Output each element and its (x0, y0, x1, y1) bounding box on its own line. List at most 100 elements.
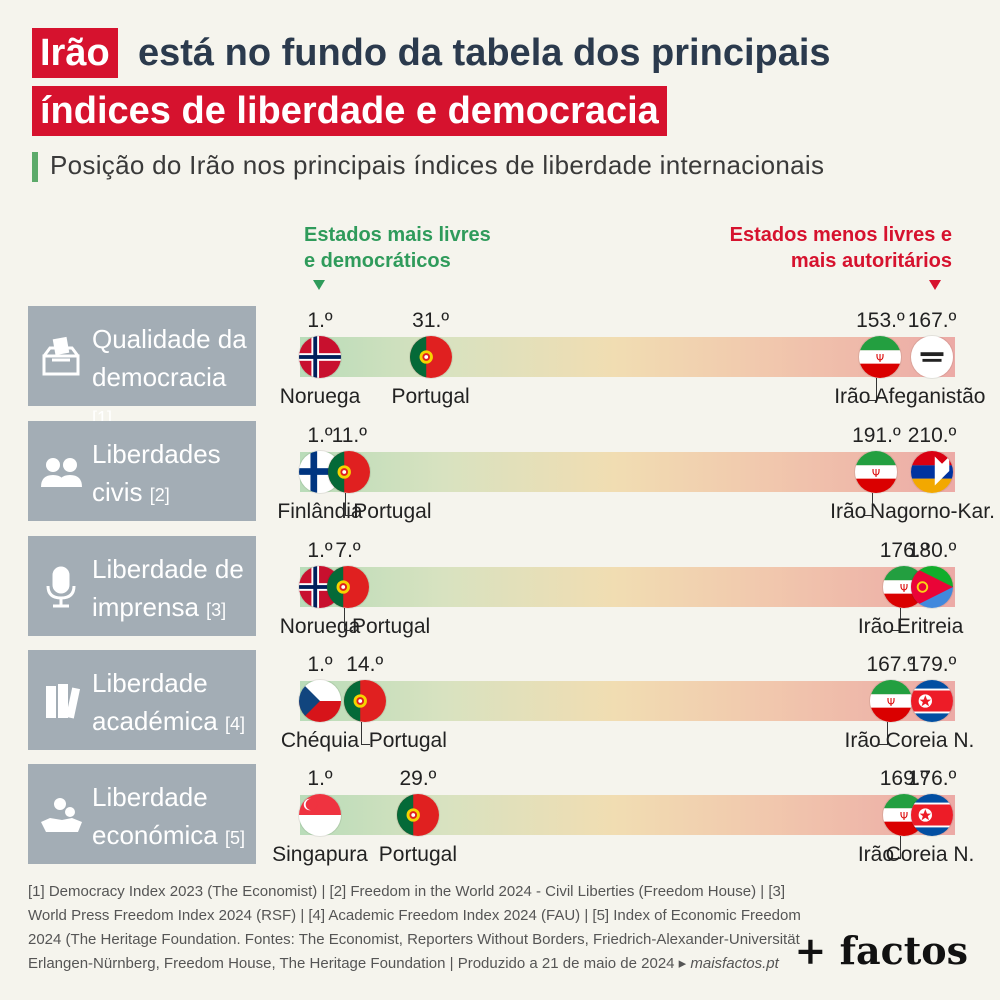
leader-line (868, 378, 878, 401)
legend-free-line2: e democráticos (304, 250, 451, 272)
leader-line (360, 722, 370, 745)
leader-line (892, 608, 901, 631)
rank-label: 1.º (307, 309, 333, 332)
flag-portugal (327, 566, 369, 608)
index-note: [3] (206, 600, 227, 620)
flag-artsakh (911, 451, 953, 493)
legend-free-arrow-icon (313, 280, 325, 290)
index-title-line2: académica [4] (92, 702, 252, 743)
flag-singapore (299, 794, 341, 836)
rank-label: 169.º (879, 767, 929, 790)
index-note: [2] (149, 485, 170, 505)
legend-free-line1: Estados mais livres (304, 224, 491, 246)
microphone-icon (38, 564, 84, 610)
hand-coins-icon (38, 792, 84, 838)
index-track (300, 337, 955, 377)
rank-label: 14.º (346, 653, 384, 676)
country-label: Portugal (352, 615, 431, 638)
svg-text:Ψ: Ψ (876, 353, 884, 365)
flag-northkorea (911, 794, 953, 836)
svg-text:Ψ: Ψ (872, 468, 880, 480)
index-title-line2: civis [2] (92, 473, 252, 514)
svg-text:Ψ: Ψ (887, 697, 895, 709)
country-label: Chéquia (280, 729, 360, 752)
index-title-line1: Liberdade de (92, 554, 244, 584)
flag-northkorea (911, 680, 953, 722)
rank-label: 1.º (307, 539, 333, 562)
rank-label: 7.º (335, 539, 361, 562)
country-label: Irão (844, 729, 881, 752)
leader-line (878, 722, 888, 745)
rank-label: 153.º (856, 309, 905, 332)
index-title-word: democracia (92, 362, 227, 392)
brand-logo: + factos (794, 928, 968, 973)
country-label: Portugal (368, 729, 447, 752)
index-title-line1: Liberdade (92, 782, 208, 812)
flag-norway (299, 336, 341, 378)
rank-label: 180.º (907, 539, 957, 562)
country-label: Singapura (272, 843, 368, 866)
leader-line (864, 493, 874, 516)
footer-text: [1] Democracy Index 2023 (The Economist)… (28, 883, 801, 972)
people-icon (38, 449, 84, 495)
flag-iran: Ψ (859, 336, 902, 378)
country-label: Portugal (353, 500, 432, 523)
ballot-box-icon (38, 334, 84, 380)
svg-text:Ψ: Ψ (900, 811, 908, 823)
legend-unfree-line1: Estados menos livres e (729, 224, 952, 246)
rank-label: 191.º (852, 424, 901, 447)
index-title-line1: Liberdades (92, 439, 221, 469)
title-line-2: índices de liberdade e democracia (32, 86, 667, 136)
rank-label: 176.º (907, 767, 957, 790)
index-track (300, 567, 955, 607)
country-label: Nagorno-Kar. (870, 500, 995, 523)
footer-sources: [1] Democracy Index 2023 (The Economist)… (28, 880, 808, 976)
index-title: Qualidade da democracia [1] (92, 320, 252, 437)
country-label: Eritreia (896, 615, 964, 638)
index-title-word: académica (92, 706, 218, 736)
rank-label: 1.º (307, 767, 333, 790)
rank-label: 210.º (907, 424, 957, 447)
country-label: Coreia N. (885, 843, 975, 866)
svg-text:Ψ: Ψ (900, 583, 908, 595)
legend-unfree: Estados menos livres e mais autoritários (730, 222, 952, 274)
subtitle: Posição do Irão nos principais índices d… (50, 150, 825, 180)
flag-eritrea (911, 566, 953, 608)
flag-afghanistan (911, 336, 953, 378)
index-title-word: económica (92, 820, 218, 850)
rank-label: 179.º (907, 653, 957, 676)
subtitle-marker (32, 152, 38, 182)
index-track (300, 681, 955, 721)
index-title-word: imprensa (92, 592, 199, 622)
books-icon (38, 678, 84, 724)
rank-label: 1.º (307, 424, 333, 447)
index-note: [5] (224, 828, 245, 848)
flag-portugal (343, 680, 386, 722)
leader-line (892, 836, 901, 859)
country-label: Noruega (279, 385, 361, 408)
leader-line (345, 493, 355, 516)
legend-unfree-arrow-icon (929, 280, 941, 290)
index-panel (28, 421, 256, 521)
title-line-1: está no fundo da tabela dos principais (138, 32, 831, 74)
legend-unfree-line2: mais autoritários (790, 250, 952, 272)
flag-portugal (409, 336, 452, 378)
index-title-line2: económica [5] (92, 816, 252, 857)
index-title-line2: imprensa [3] (92, 588, 252, 629)
index-track (300, 452, 955, 492)
legend-free: Estados mais livres e democráticos (304, 222, 491, 274)
rank-label: 11.º (331, 424, 367, 447)
rank-label: 29.º (399, 767, 437, 790)
rank-label: 176.º (879, 539, 929, 562)
country-label: Portugal (378, 843, 458, 866)
country-label: Irão (830, 500, 867, 523)
title-highlight: Irão (32, 28, 118, 78)
index-title-line2: democracia [1] (92, 358, 252, 437)
rank-label: 31.º (412, 309, 450, 332)
index-title-word: civis (92, 477, 143, 507)
flag-iran: Ψ (855, 451, 898, 493)
country-label: Portugal (391, 385, 470, 408)
footer-link[interactable]: maisfactos.pt (690, 955, 779, 972)
flag-portugal (328, 451, 371, 493)
country-label: Coreia N. (885, 729, 975, 752)
